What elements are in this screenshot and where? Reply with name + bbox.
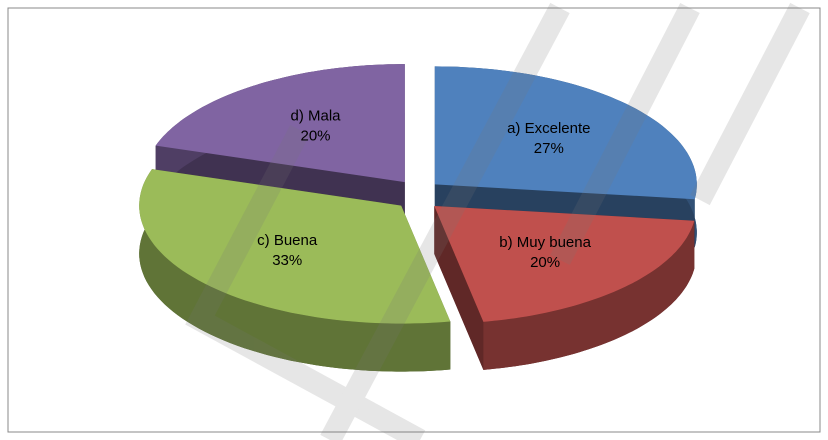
slice-value-label: 20%	[530, 254, 560, 271]
slice-side	[139, 169, 451, 372]
slice	[434, 206, 695, 370]
labels: d) Mala 20% a) Excelente 27% c) Buena 33% b) M…	[257, 108, 591, 271]
watermark-stroke	[550, 2, 700, 266]
slice-top	[434, 206, 695, 322]
pie	[139, 64, 697, 372]
slice	[139, 169, 451, 372]
slice-label: b) Muy buena	[499, 234, 591, 251]
slice-label: d) Mala	[290, 108, 341, 125]
slice-top	[155, 64, 405, 183]
slice-top	[139, 169, 451, 324]
watermark-stroke	[185, 124, 426, 440]
watermark-stroke	[690, 2, 810, 206]
slice-side	[483, 220, 695, 370]
slice-top	[434, 66, 697, 200]
slice-value-label: 27%	[534, 140, 564, 157]
slice-wall	[434, 206, 484, 370]
slice-label: a) Excelente	[507, 120, 590, 137]
watermark-stroke	[320, 2, 570, 440]
watermark	[185, 2, 810, 440]
slice-label: c) Buena	[257, 232, 318, 249]
slice-value-label: 33%	[272, 252, 302, 269]
slice-value-label: 20%	[300, 128, 330, 145]
